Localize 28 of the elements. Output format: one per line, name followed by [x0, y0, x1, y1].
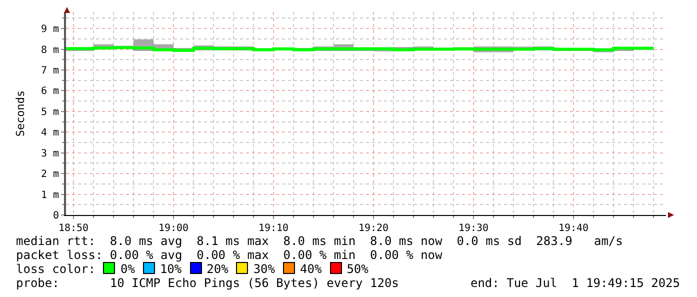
- y-axis-title: Seconds: [14, 90, 28, 137]
- y-tick-label: 0: [52, 210, 59, 222]
- text: 30%: [253, 262, 275, 276]
- x-tick-label: 19:10: [258, 223, 289, 234]
- text: median rtt: 8.0 ms avg 8.1 ms max 8.0 ms min 8.0 ms now 0.0 ms sd 283.9 am/s: [16, 234, 624, 248]
- x-tick-label: 18:50: [58, 223, 89, 234]
- text: 50%: [346, 262, 368, 276]
- text: probe: 10 ICMP Echo Pings (56 Bytes) every 120s: [16, 276, 399, 290]
- text: 0%: [120, 262, 135, 276]
- x-tick-label: 19:40: [558, 223, 589, 234]
- y-tick-label: 4 m: [40, 128, 59, 139]
- text: packet loss: 0.00 % avg 0.00 % max 0.00 % min 0.00 % now: [16, 248, 444, 262]
- x-tick-label: 19:00: [158, 223, 189, 234]
- y-tick-label: 9 m: [40, 24, 59, 36]
- y-tick-label: 3 m: [40, 148, 59, 160]
- y-tick-label: 7 m: [40, 66, 59, 76]
- y-tick-label: 6 m: [40, 86, 59, 98]
- text: end: Tue Jul 1 19:49:15 2025: [470, 276, 680, 290]
- x-tick-label: 19:20: [358, 223, 389, 234]
- y-tick-label: 5 m: [40, 106, 59, 118]
- y-tick-label: 2 m: [40, 169, 59, 180]
- text: 20%: [206, 262, 228, 276]
- text: loss color:: [16, 262, 96, 276]
- text: 10%: [160, 262, 182, 276]
- y-tick-label: 8 m: [40, 44, 59, 56]
- x-tick-label: 19:30: [458, 223, 489, 234]
- y-tick-label: 1 m: [40, 190, 59, 201]
- text: 40%: [300, 262, 322, 276]
